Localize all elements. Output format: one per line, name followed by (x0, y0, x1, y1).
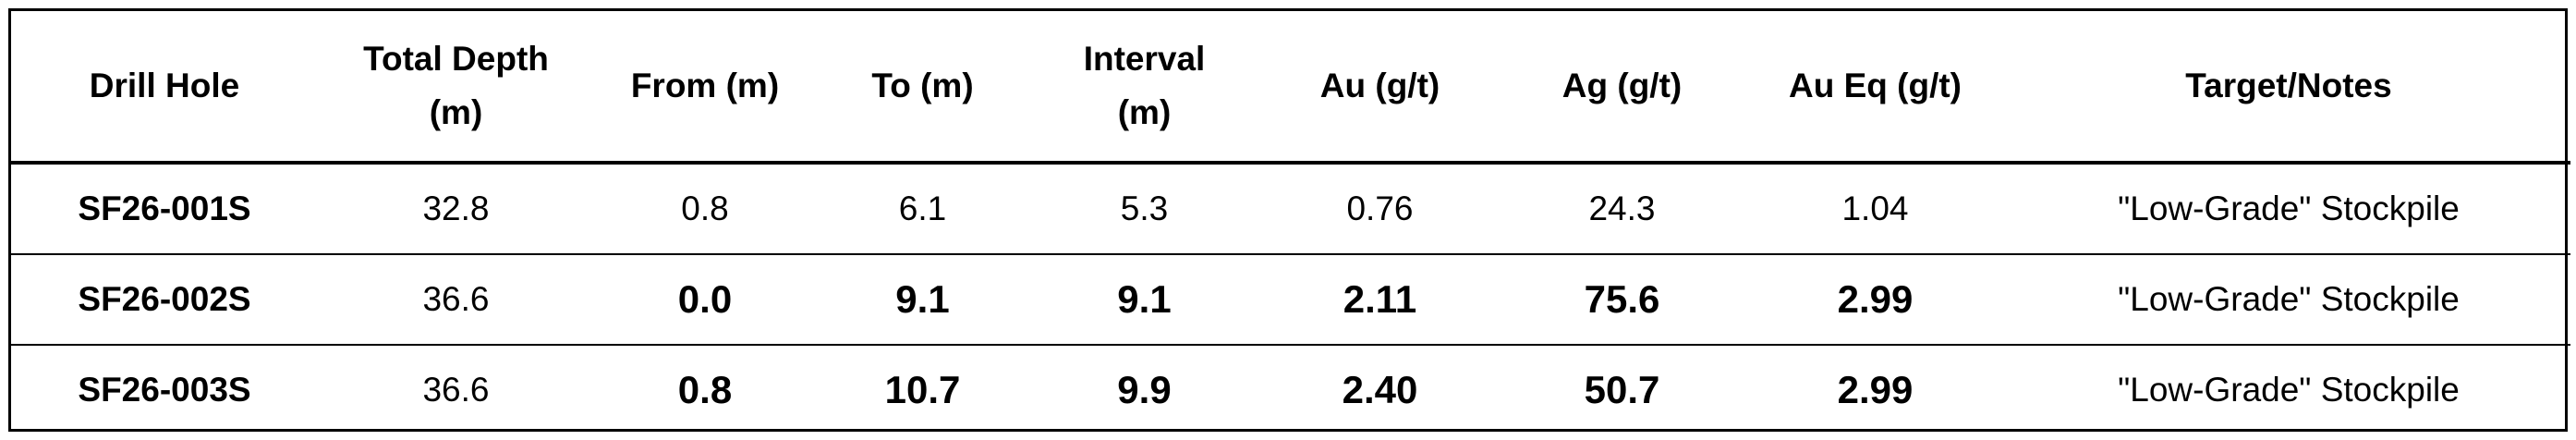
table-cell: 2.11 (1259, 254, 1501, 346)
table-row: SF26-001S 32.8 0.8 6.1 5.3 0.76 24.3 1.04 "Low-G… (11, 163, 2570, 255)
table-cell: 2.99 (1744, 254, 2007, 346)
table-cell: "Low-Grade" Stockpile (2118, 371, 2460, 409)
table-cell: 2.99 (1837, 368, 1914, 411)
header-cell: Au Eq (g/t) (1744, 11, 2007, 165)
header-cell: Total Depth (m) (318, 11, 594, 165)
table-row: SF26-003S 36.6 0.8 10.7 9.9 2.40 50.7 2.99 "Low-… (11, 345, 2570, 434)
header-text: Interval (m) (1083, 40, 1206, 131)
header-cell: Ag (g/t) (1501, 11, 1744, 165)
header-text: To (m) (871, 67, 974, 104)
header-text: From (m) (630, 67, 780, 104)
header-cell: Au (g/t) (1259, 11, 1501, 165)
table-body: SF26-001S 32.8 0.8 6.1 5.3 0.76 24.3 1.04 "Low-G… (11, 163, 2570, 434)
header-cell: Target/Notes (2007, 11, 2570, 165)
header-cell: Interval (m) (1029, 11, 1259, 165)
header-cell: Drill Hole (11, 11, 318, 165)
table-cell: SF26-001S (11, 163, 318, 255)
header-row: Drill Hole Total Depth (m) From (m) To (m) I… (11, 11, 2570, 165)
table-cell: 2.40 (1342, 368, 1418, 411)
header-text: Drill Hole (89, 67, 240, 104)
table-cell: 0.0 (594, 254, 816, 346)
header-text: Au Eq (g/t) (1788, 67, 1962, 104)
header-text: Target/Notes (2185, 67, 2392, 104)
table-cell: "Low-Grade" Stockpile (2007, 254, 2570, 346)
header-cell: To (m) (816, 11, 1029, 165)
table-cell: 36.6 (422, 371, 490, 409)
table-cell: SF26-002S (11, 254, 318, 346)
table-cell: 6.1 (816, 163, 1029, 255)
table-row: SF26-002S 36.6 0.0 9.1 9.1 2.11 75.6 2.99 "Low-G… (11, 254, 2570, 346)
table-cell: 9.1 (816, 254, 1029, 346)
table-cell: SF26-003S (78, 371, 251, 409)
table-cell: 24.3 (1501, 163, 1744, 255)
table-cell: 9.1 (1029, 254, 1259, 346)
table-cell: 0.8 (594, 163, 816, 255)
table-cell: 9.9 (1117, 368, 1172, 411)
table-cell: 10.7 (884, 368, 961, 411)
header-text: Au (g/t) (1319, 67, 1440, 104)
table-cell: 0.76 (1259, 163, 1501, 255)
table-cell: 32.8 (318, 163, 594, 255)
table-cell: "Low-Grade" Stockpile (2007, 163, 2570, 255)
results-table: Drill Hole Total Depth (m) From (m) To (m) I… (11, 11, 2570, 434)
header-text: Total Depth (m) (363, 40, 549, 131)
table-cell: 0.8 (677, 368, 733, 411)
table-cell: 50.7 (1584, 368, 1660, 411)
header-text: Ag (g/t) (1561, 67, 1683, 104)
table-cell: 5.3 (1029, 163, 1259, 255)
table-frame: Drill Hole Total Depth (m) From (m) To (m) I… (8, 8, 2570, 434)
table-cell: 75.6 (1501, 254, 1744, 346)
table-cell: 36.6 (318, 254, 594, 346)
table-cell: 1.04 (1744, 163, 2007, 255)
header-cell: From (m) (594, 11, 816, 165)
